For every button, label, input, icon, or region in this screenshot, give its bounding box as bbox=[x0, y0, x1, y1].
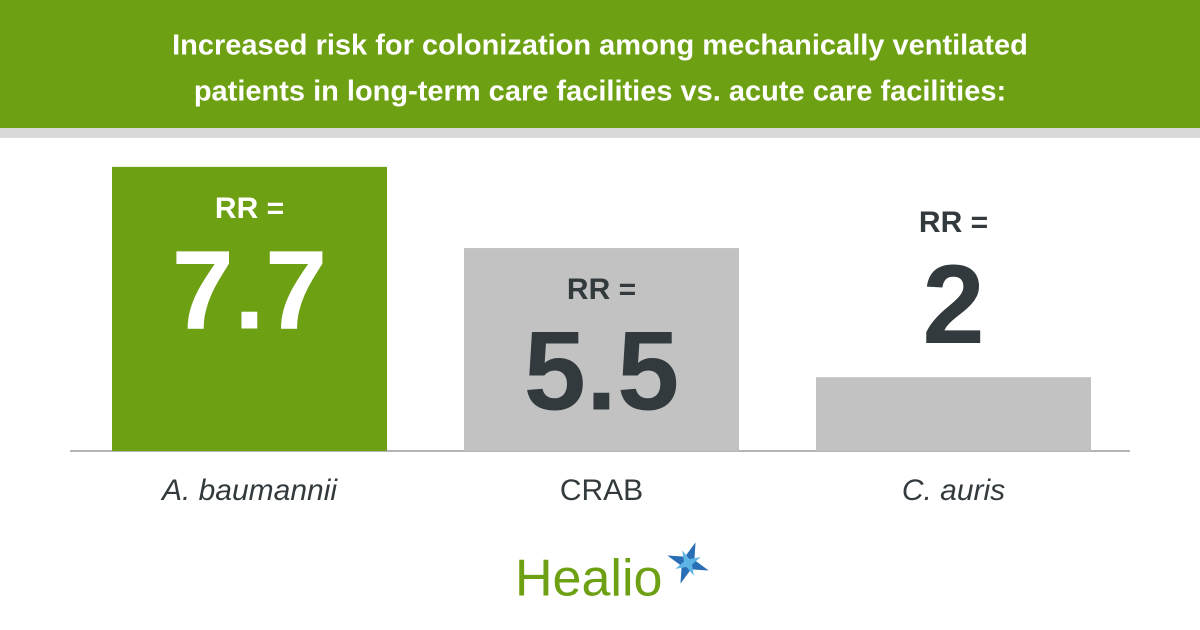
value-prefix: RR = bbox=[215, 192, 284, 225]
category-label: A. baumannii bbox=[160, 474, 338, 507]
category-label: C. auris bbox=[902, 474, 1005, 507]
title-line: patients in long-term care facilities vs… bbox=[194, 76, 1006, 108]
header-strip bbox=[0, 128, 1200, 138]
value-label: 5.5 bbox=[524, 309, 680, 434]
value-label: 2 bbox=[922, 242, 984, 367]
logo: Healio bbox=[515, 550, 662, 608]
bar bbox=[112, 166, 387, 451]
header-band bbox=[0, 0, 1200, 128]
category-label: CRAB bbox=[560, 474, 643, 507]
value-prefix: RR = bbox=[567, 273, 636, 306]
bar bbox=[816, 377, 1091, 451]
bar bbox=[464, 248, 739, 451]
title-line: Increased risk for colonization among me… bbox=[172, 30, 1028, 62]
value-label: 7.7 bbox=[172, 227, 328, 352]
value-prefix: RR = bbox=[919, 206, 988, 239]
logo-star bbox=[667, 542, 709, 584]
